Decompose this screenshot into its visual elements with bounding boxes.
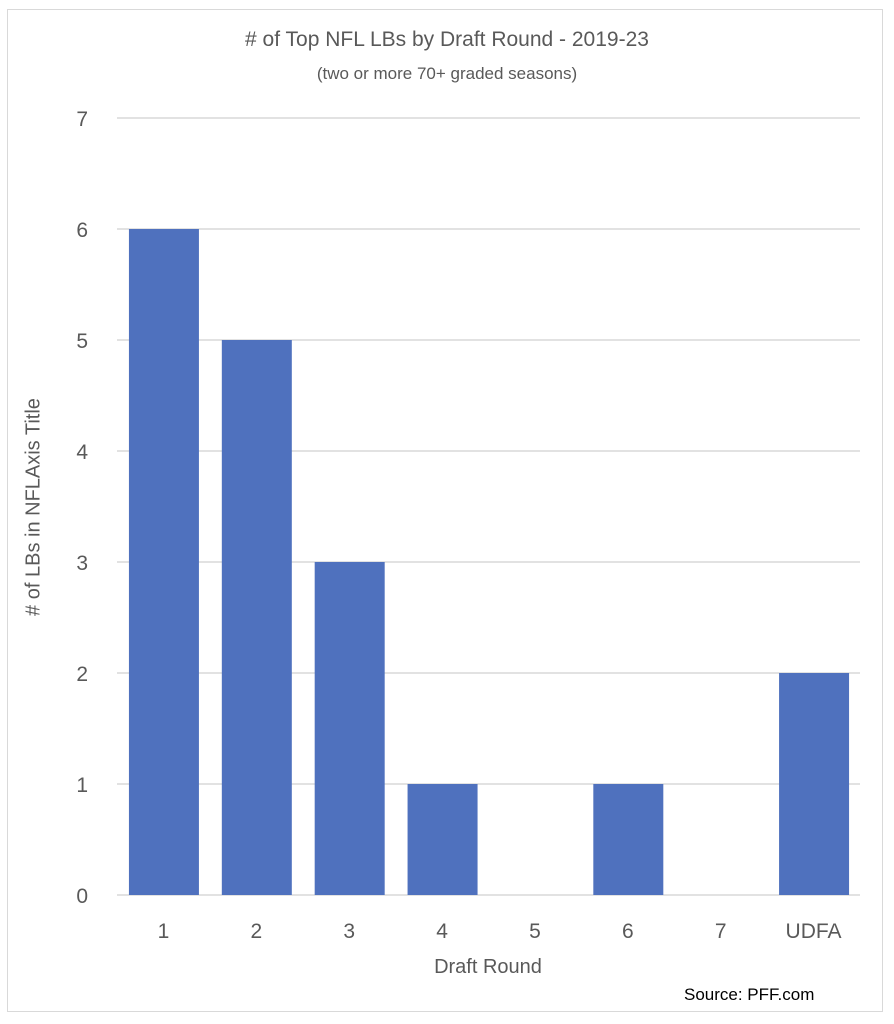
- y-tick-label: 1: [76, 774, 88, 797]
- y-tick-label: 0: [76, 885, 88, 908]
- x-tick-label: 5: [529, 920, 541, 943]
- x-tick-label: 2: [250, 920, 262, 943]
- x-tick-label: 3: [343, 920, 355, 943]
- chart-subtitle: (two or more 70+ graded seasons): [316, 64, 578, 83]
- chart-frame: [7, 9, 883, 1012]
- x-tick-label: 7: [715, 920, 727, 943]
- chart-title: # of Top NFL LBs by Draft Round - 2019-2…: [245, 28, 649, 51]
- y-tick-label: 5: [76, 330, 88, 353]
- x-axis-title: Draft Round: [434, 956, 542, 978]
- source-note: Source: PFF.com: [684, 985, 815, 1004]
- x-tick-label: 1: [158, 920, 170, 943]
- bar-2: [221, 340, 292, 895]
- bar-4: [407, 784, 478, 895]
- bar-6: [593, 784, 664, 895]
- y-tick-label: 6: [76, 219, 88, 242]
- y-tick-label: 4: [76, 441, 88, 464]
- x-tick-label: 4: [436, 920, 448, 943]
- bar-UDFA: [779, 673, 850, 895]
- bar-3: [314, 562, 385, 895]
- y-tick-label: 7: [76, 108, 88, 131]
- y-tick-label: 2: [76, 663, 88, 686]
- bar-1: [128, 229, 199, 895]
- x-tick-label: UDFA: [786, 920, 842, 943]
- y-tick-label: 3: [76, 552, 88, 575]
- x-tick-label: 6: [622, 920, 634, 943]
